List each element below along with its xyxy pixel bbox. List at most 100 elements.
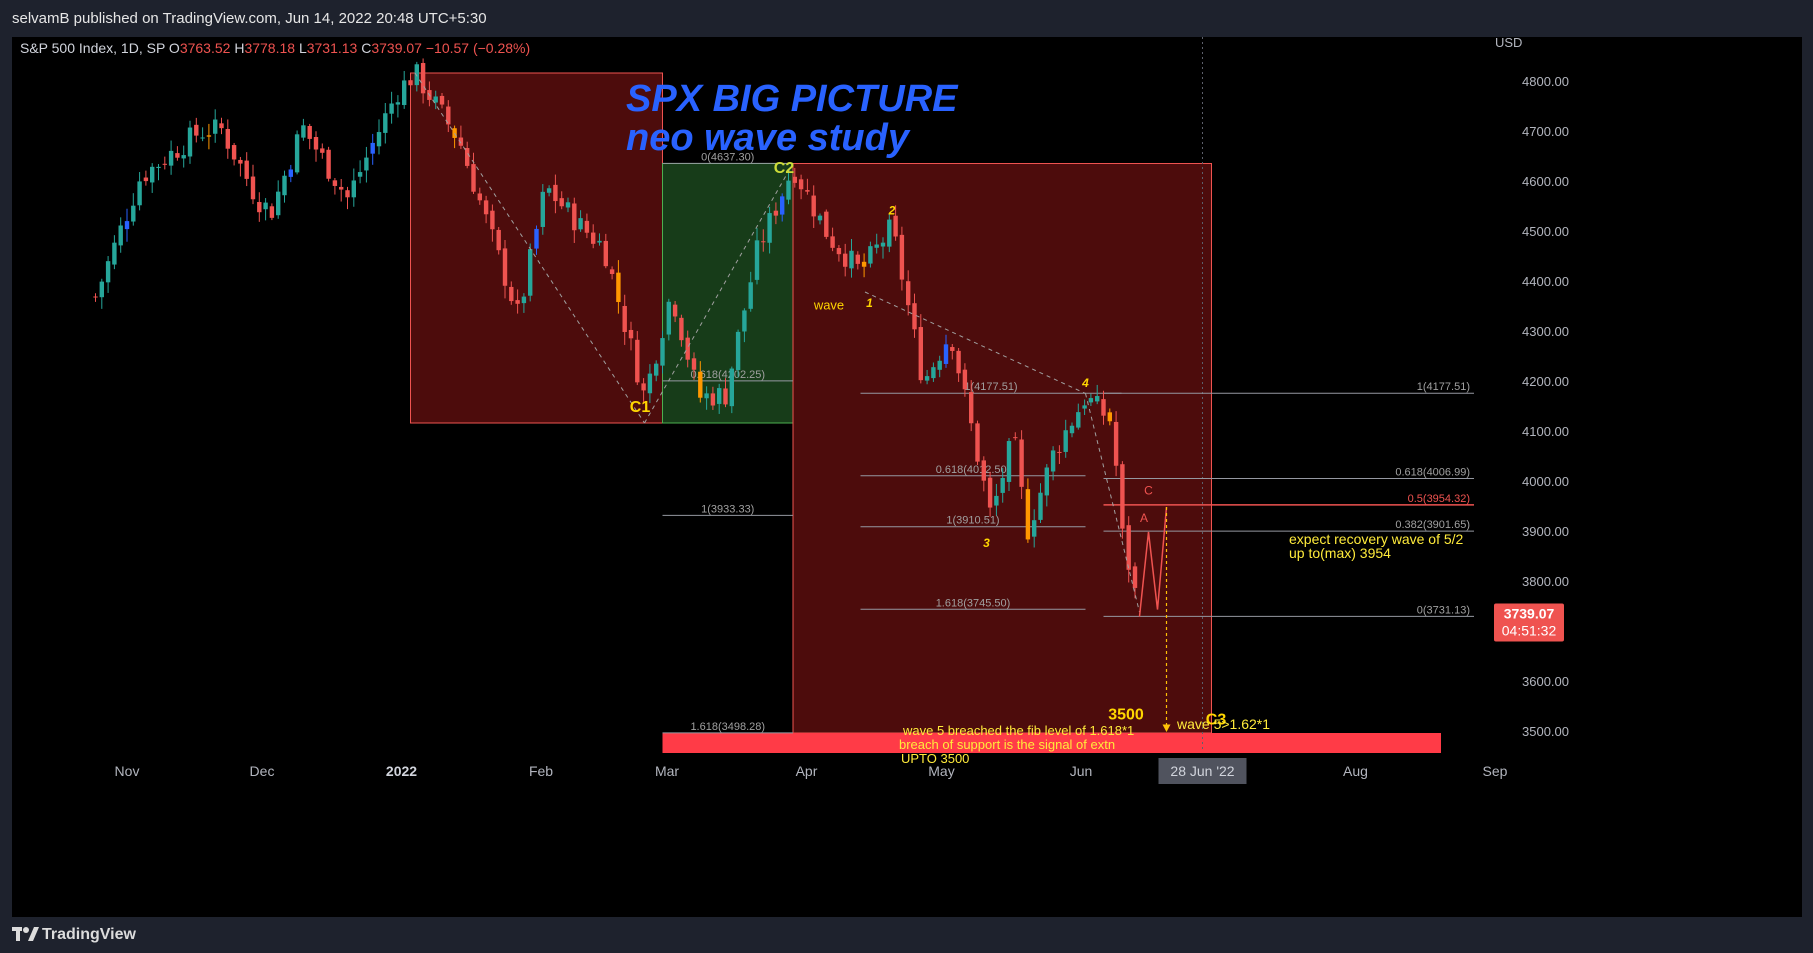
- candle: [956, 350, 961, 374]
- candle: [855, 254, 860, 264]
- y-tick-label: 3500.00: [1522, 724, 1569, 739]
- candle: [370, 142, 375, 154]
- candle: [276, 191, 281, 216]
- candle: [143, 177, 149, 182]
- chart-subtitle: neo wave study: [626, 117, 911, 159]
- candle: [950, 347, 955, 351]
- candle: [345, 190, 350, 198]
- candle: [326, 149, 331, 179]
- retracement-label: 1(4177.51): [1417, 381, 1470, 393]
- candle: [723, 388, 728, 405]
- price-chart-svg[interactable]: 4800.00 4700.00 4600.00 4500.00 4400.00 4300.…: [12, 37, 1802, 917]
- candle: [452, 128, 457, 138]
- candle: [591, 232, 596, 244]
- candle: [1038, 492, 1043, 520]
- candle: [534, 228, 539, 249]
- candle: [269, 206, 275, 218]
- y-tick-label: 3800.00: [1522, 574, 1569, 589]
- annotation-breach: UPTO 3500: [901, 751, 969, 766]
- candle: [156, 166, 161, 169]
- candle: [446, 106, 451, 125]
- candle: [565, 202, 571, 208]
- candle: [597, 240, 602, 243]
- candle: [244, 160, 249, 179]
- candle: [1132, 566, 1138, 588]
- chart-area[interactable]: 4800.00 4700.00 4600.00 4500.00 4400.00 4300.…: [12, 37, 1802, 917]
- fib-label: 1(3910.51): [946, 515, 999, 527]
- crosshair-date-box: [1158, 758, 1247, 784]
- wave-label: 2: [888, 204, 896, 218]
- x-tick-label: Dec: [250, 763, 275, 779]
- candle: [975, 423, 980, 462]
- candle: [609, 269, 615, 275]
- candle: [112, 242, 117, 265]
- candle: [1126, 525, 1131, 570]
- zone-rectangle: [792, 163, 1212, 734]
- y-tick-label: 4200.00: [1522, 374, 1569, 389]
- x-tick-label: Sep: [1483, 763, 1508, 779]
- candle: [471, 164, 476, 192]
- candles-group: [93, 58, 1138, 599]
- candle: [780, 196, 785, 215]
- candle: [584, 220, 590, 233]
- y-tick-label: 4500.00: [1522, 224, 1569, 239]
- candle: [578, 218, 583, 230]
- candle: [477, 193, 482, 201]
- candle: [836, 248, 842, 255]
- candle: [99, 281, 104, 298]
- annotation-recovery: expect recovery wave of 5/2: [1289, 531, 1464, 547]
- x-tick-label: Nov: [115, 763, 140, 779]
- close-value: 3739.07: [371, 40, 426, 56]
- fib-label: 1.618(3498.28): [690, 721, 765, 733]
- candle: [483, 200, 489, 215]
- candle: [1113, 421, 1119, 466]
- candle: [313, 136, 319, 150]
- candle: [616, 272, 621, 303]
- tradingview-logo-icon[interactable]: [12, 925, 40, 945]
- candle: [439, 95, 445, 105]
- annotation-wave5: wave 5>1.62*1: [1176, 716, 1270, 732]
- symbol-name: S&P 500 Index, 1D, SP: [20, 40, 169, 56]
- y-tick-label: 4700.00: [1522, 124, 1569, 139]
- x-tick-label: Aug: [1343, 763, 1368, 779]
- swing-line: [1085, 393, 1140, 613]
- x-tick-label: 2022: [386, 763, 417, 779]
- candle: [1050, 450, 1056, 472]
- candle: [282, 175, 287, 196]
- candle: [93, 296, 98, 298]
- wave-label: C1: [630, 399, 651, 416]
- candle: [1069, 425, 1075, 434]
- candle: [742, 310, 747, 332]
- candle: [679, 317, 684, 341]
- candle: [830, 236, 835, 248]
- candle: [395, 102, 401, 105]
- retracement-label: 0.382(3901.65): [1395, 519, 1470, 531]
- candle: [994, 495, 999, 506]
- candle: [660, 338, 665, 366]
- candle: [225, 128, 230, 149]
- candle: [717, 388, 722, 404]
- candle: [1107, 412, 1112, 422]
- candle: [1076, 412, 1081, 428]
- y-tick-label: 4300.00: [1522, 324, 1569, 339]
- candle: [194, 124, 199, 136]
- candle: [874, 244, 879, 248]
- candle: [213, 119, 218, 134]
- candle: [969, 392, 974, 424]
- candle: [654, 363, 659, 376]
- bar-countdown: 04:51:32: [1502, 622, 1557, 638]
- candle: [496, 229, 501, 251]
- candle: [1101, 399, 1106, 416]
- fib-label: 1(3933.33): [701, 503, 754, 515]
- candle: [420, 63, 426, 94]
- annotation-breach: breach of support is the signal of extn: [899, 737, 1115, 752]
- candle: [150, 166, 155, 183]
- retracement-label: 0.5(3954.32): [1408, 493, 1470, 505]
- wave-label: C: [1144, 484, 1153, 498]
- candle: [786, 180, 791, 200]
- candle: [383, 113, 388, 133]
- swing-line: [414, 72, 645, 424]
- candle: [811, 195, 816, 217]
- low-label: L: [299, 40, 307, 56]
- candle: [704, 393, 709, 399]
